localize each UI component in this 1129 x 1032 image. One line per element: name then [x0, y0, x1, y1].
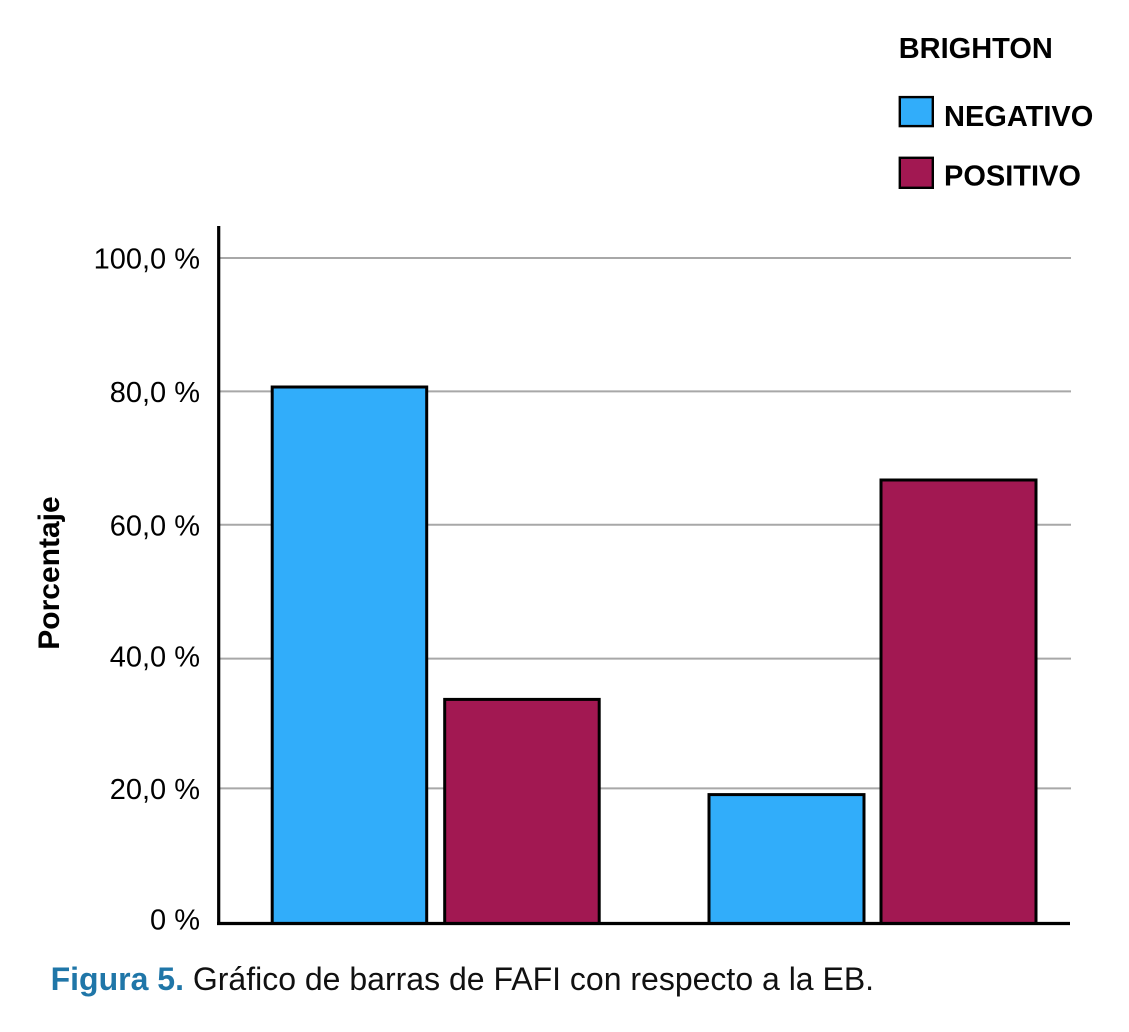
svg-text:20,0 %: 20,0 %	[110, 774, 200, 806]
svg-text:60,0 %: 60,0 %	[110, 510, 200, 542]
svg-text:40,0 %: 40,0 %	[110, 642, 200, 674]
svg-text:80,0 %: 80,0 %	[110, 377, 200, 409]
svg-text:NEGATIVO: NEGATIVO	[944, 101, 1093, 133]
svg-text:POSITIVO: POSITIVO	[944, 160, 1081, 192]
svg-text:100,0 %: 100,0 %	[94, 244, 200, 276]
svg-text:Porcentaje: Porcentaje	[33, 496, 66, 649]
svg-text:0 %: 0 %	[150, 905, 200, 937]
svg-text:Figura 5. Gráfico de barras de: Figura 5. Gráfico de barras de FAFI con …	[51, 961, 874, 997]
svg-text:BRIGHTON: BRIGHTON	[899, 33, 1053, 65]
